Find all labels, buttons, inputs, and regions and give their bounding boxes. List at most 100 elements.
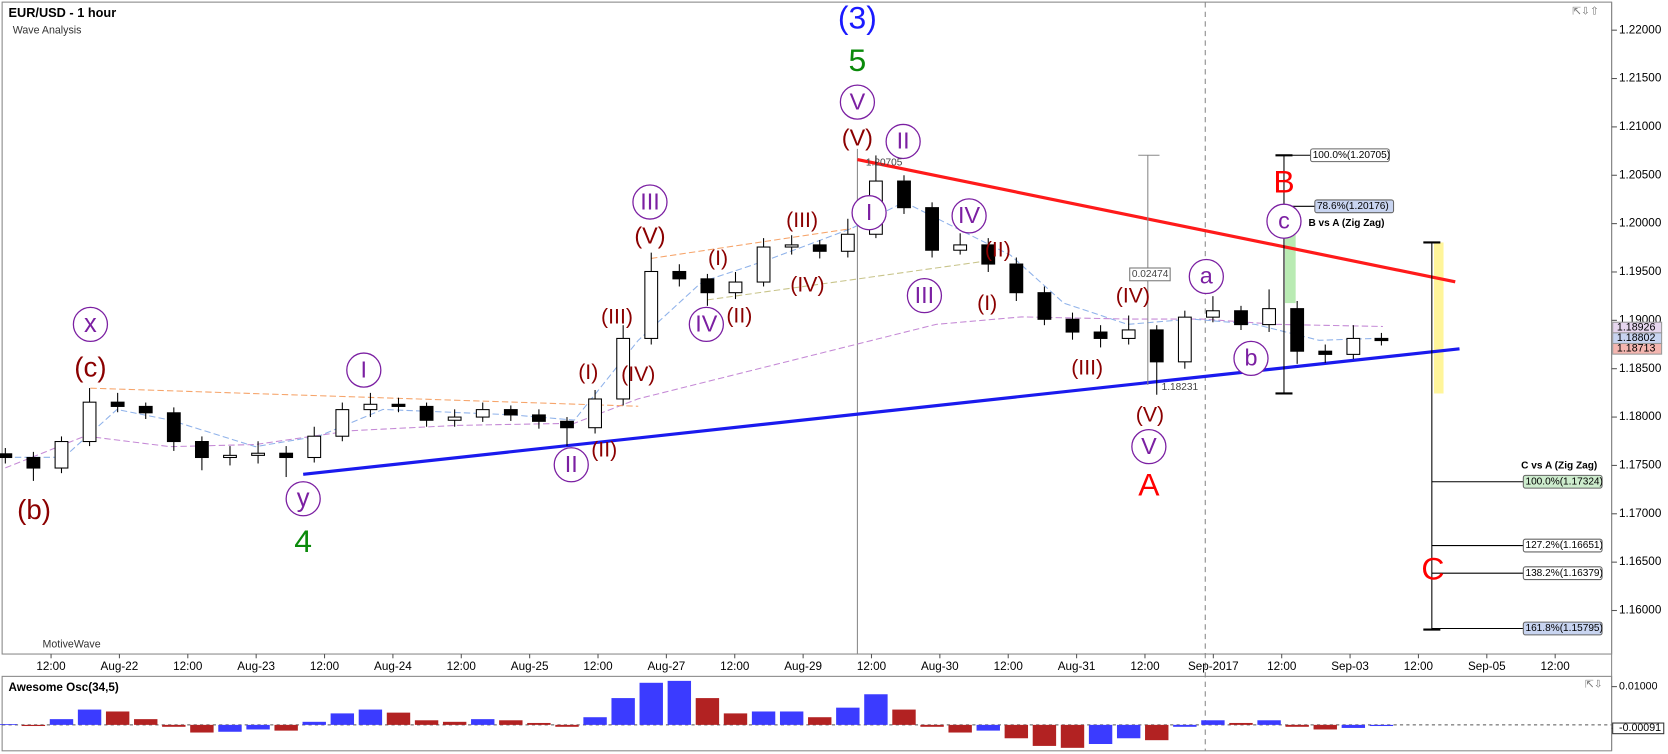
candle-body [475,409,490,418]
measure-label: 1.18231 [1162,382,1199,393]
osc-bar [1004,724,1029,739]
price-tag-box [1612,342,1663,355]
panel-icons[interactable]: ⇱⇩⇧ [1572,6,1599,18]
candle-body [138,405,153,414]
fib-label-box [1522,566,1603,581]
candle-body [588,398,602,429]
osc-bar [779,711,804,725]
candle-body [54,441,69,469]
wave-label: (I) [977,291,997,315]
candle-body [1346,337,1361,355]
candle-body [0,453,13,459]
x-tick-label: Sep-03 [1331,660,1369,673]
osc-bar [0,724,18,725]
wave-circle [1188,258,1224,295]
resistance-line [857,157,1456,284]
osc-bar [302,721,326,725]
osc-bar [134,719,158,725]
osc-bar [218,724,242,732]
candle-body [335,409,350,437]
wave-label: B [1273,163,1294,199]
osc-bar [583,717,607,725]
x-tick-label: 12:00 [1541,660,1571,673]
candle-body [756,246,771,283]
y-tick-label: 1.17000 [1619,507,1662,520]
fib-label: 138.2%(1.16379) [1525,568,1602,579]
osc-bar [246,724,270,730]
x-tick-label: 12:00 [310,660,340,673]
candle-body [812,244,827,252]
wave-circle [346,352,382,388]
osc-bar [1032,724,1057,746]
candle-body [700,278,715,294]
osc-bar [21,724,46,727]
support-line [303,347,1460,476]
fib-label-box [1314,199,1395,214]
x-tick-label: Aug-24 [374,660,412,673]
y-tick-label: 1.20500 [1619,168,1662,181]
retrace-zone [1285,207,1296,304]
panel-icons[interactable]: ⇱⇩ [1585,679,1603,691]
wave-circle [632,184,668,220]
wave-circle [553,447,589,483]
y-tick-label: 1.16500 [1619,555,1662,568]
candle-body [1065,318,1080,333]
osc-tick-label: -0.00091 [1619,722,1661,734]
price-tag: 1.18926 [1617,321,1656,333]
osc-bar [695,698,720,725]
candle-body [672,270,687,280]
y-tick-label: 1.16000 [1619,604,1662,617]
chart-title: EUR/USD - 1 hour [9,5,117,20]
candle-body [616,337,631,400]
candle-body [1121,329,1136,339]
candle-body [1093,331,1108,339]
wave-circle [285,481,321,517]
osc-bar [836,707,860,725]
measure-box [1129,267,1171,282]
wave-label: (c) [74,351,106,382]
candle-body [1262,308,1276,326]
wave-label: A [1138,466,1160,502]
wave-label: (b) [17,494,51,525]
wave-label: III [915,282,934,308]
candle-body [728,281,743,294]
x-tick-label: Aug-22 [101,660,139,673]
x-tick-label: 12:00 [857,660,887,673]
x-tick-label: Aug-29 [784,660,822,673]
candle-body [1206,310,1220,318]
y-tick-label: 1.20000 [1619,217,1662,230]
candle-body [644,270,659,339]
candle-body [925,207,939,251]
osc-bar [49,719,74,725]
wave-label: (3) [838,0,877,36]
x-tick-label: 12:00 [173,660,203,673]
x-tick-label: Aug-23 [237,660,275,673]
wave-label: c [1278,207,1290,233]
osc-bar [667,680,692,725]
wave-label: IV [695,311,717,337]
watermark: MotiveWave [43,638,101,650]
x-tick-label: 12:00 [447,660,477,673]
candle-body [110,401,125,407]
wave-label: 5 [849,42,867,78]
x-tick-label: Aug-30 [921,660,959,673]
fib-label: B vs A (Zig Zag) [1308,218,1384,229]
osc-bar [1313,724,1337,730]
y-tick-label: 1.17500 [1619,459,1662,472]
wave-label: II [897,128,910,154]
osc-bar [639,682,663,725]
osc-bar [1369,724,1394,727]
candle-body [503,409,518,416]
x-tick-label: Aug-25 [511,660,549,673]
osc-bar [723,713,748,725]
wave-circle [851,195,887,231]
candle-body [560,420,574,429]
osc-tag-box [1612,722,1665,735]
osc-bar [555,724,579,727]
osc-bar [920,724,944,727]
wave-circle [1233,340,1269,377]
candle-body [981,244,996,265]
osc-bar [499,720,523,725]
osc-bar [1285,724,1309,727]
